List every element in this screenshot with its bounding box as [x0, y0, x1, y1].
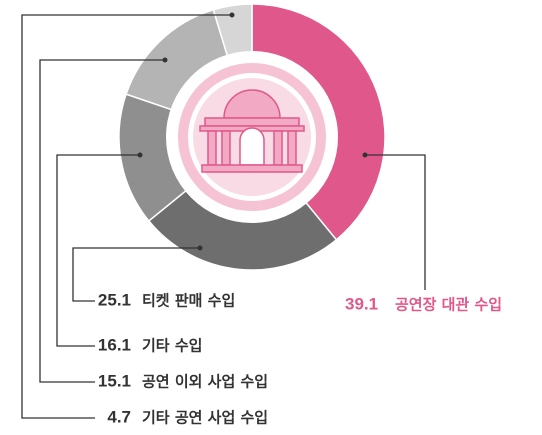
- category-label: 기타 공연 사업 수입: [142, 409, 268, 427]
- building-icon: [199, 89, 305, 173]
- leader-dot: [162, 57, 168, 63]
- value-label: 25.1: [98, 290, 131, 309]
- value-label: 4.7: [107, 407, 131, 426]
- category-label: 티켓 판매 수입: [142, 292, 235, 310]
- leader-dot: [137, 152, 143, 158]
- value-label: 15.1: [98, 371, 131, 390]
- leader-line: [21, 14, 232, 419]
- category-label: 공연장 대관 수입: [395, 296, 502, 314]
- category-label: 기타 수입: [142, 337, 202, 355]
- leader-dot: [229, 12, 235, 18]
- leader-dot: [362, 152, 368, 158]
- leader-line: [56, 154, 140, 347]
- leader-dot: [197, 245, 203, 251]
- category-label: 공연 이외 사업 수입: [142, 373, 268, 391]
- leader-line: [365, 154, 426, 290]
- value-label: 16.1: [98, 335, 131, 354]
- leader-line: [72, 247, 200, 302]
- value-label: 39.1: [345, 294, 378, 313]
- leader-line: [39, 59, 165, 383]
